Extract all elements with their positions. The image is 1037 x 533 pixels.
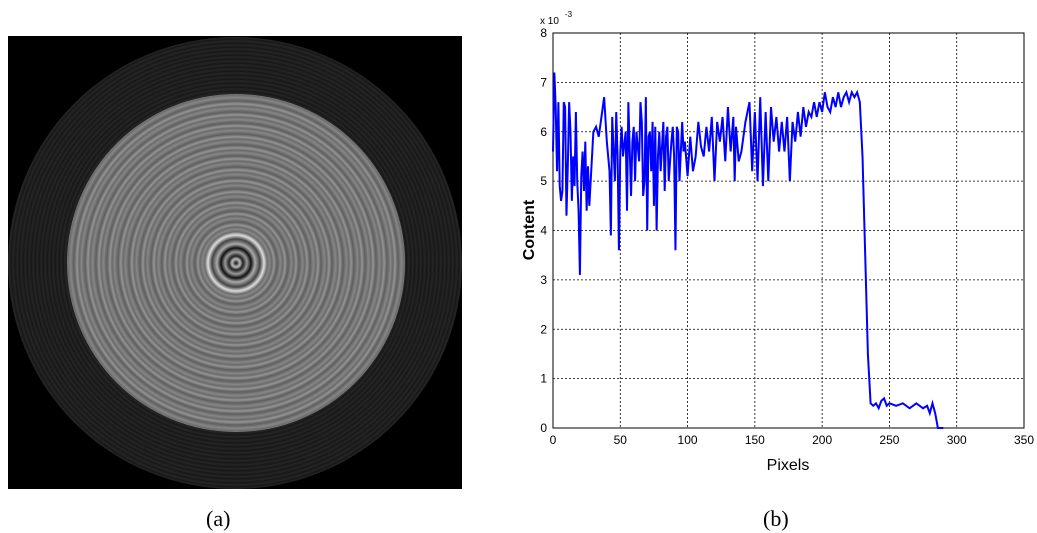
y-tick-label: 3 [540,273,547,287]
y-tick-label: 4 [540,224,547,238]
y-tick-label: 6 [540,125,547,139]
y-tick-label: 7 [540,75,547,89]
x-tick-label: 100 [678,433,698,447]
x-tick-label: 150 [745,433,765,447]
x-tick-label: 250 [879,433,899,447]
y-axis-label: Content [521,199,538,260]
line [552,72,944,429]
y-tick-label: 1 [540,372,547,386]
center-rings [205,232,267,294]
x-axis-label: Pixels [767,457,810,474]
x-tick-label: 200 [812,433,832,447]
caption: (a) [206,506,231,531]
y-multiplier-exponent: -3 [565,10,573,19]
y-tick-label: 8 [540,26,547,40]
x-tick-label: 350 [1014,433,1034,447]
y-multiplier: x 10 [540,16,559,27]
y-tick-label: 0 [540,421,547,435]
x-tick-label: 0 [550,433,557,447]
x-tick-label: 300 [947,433,967,447]
ring-image [8,36,462,489]
caption: (b) [763,506,789,531]
plot-frame [552,32,1025,429]
y-tick-label: 5 [540,174,547,188]
y-tick-label: 2 [540,322,547,336]
x-tick-label: 50 [614,433,628,447]
